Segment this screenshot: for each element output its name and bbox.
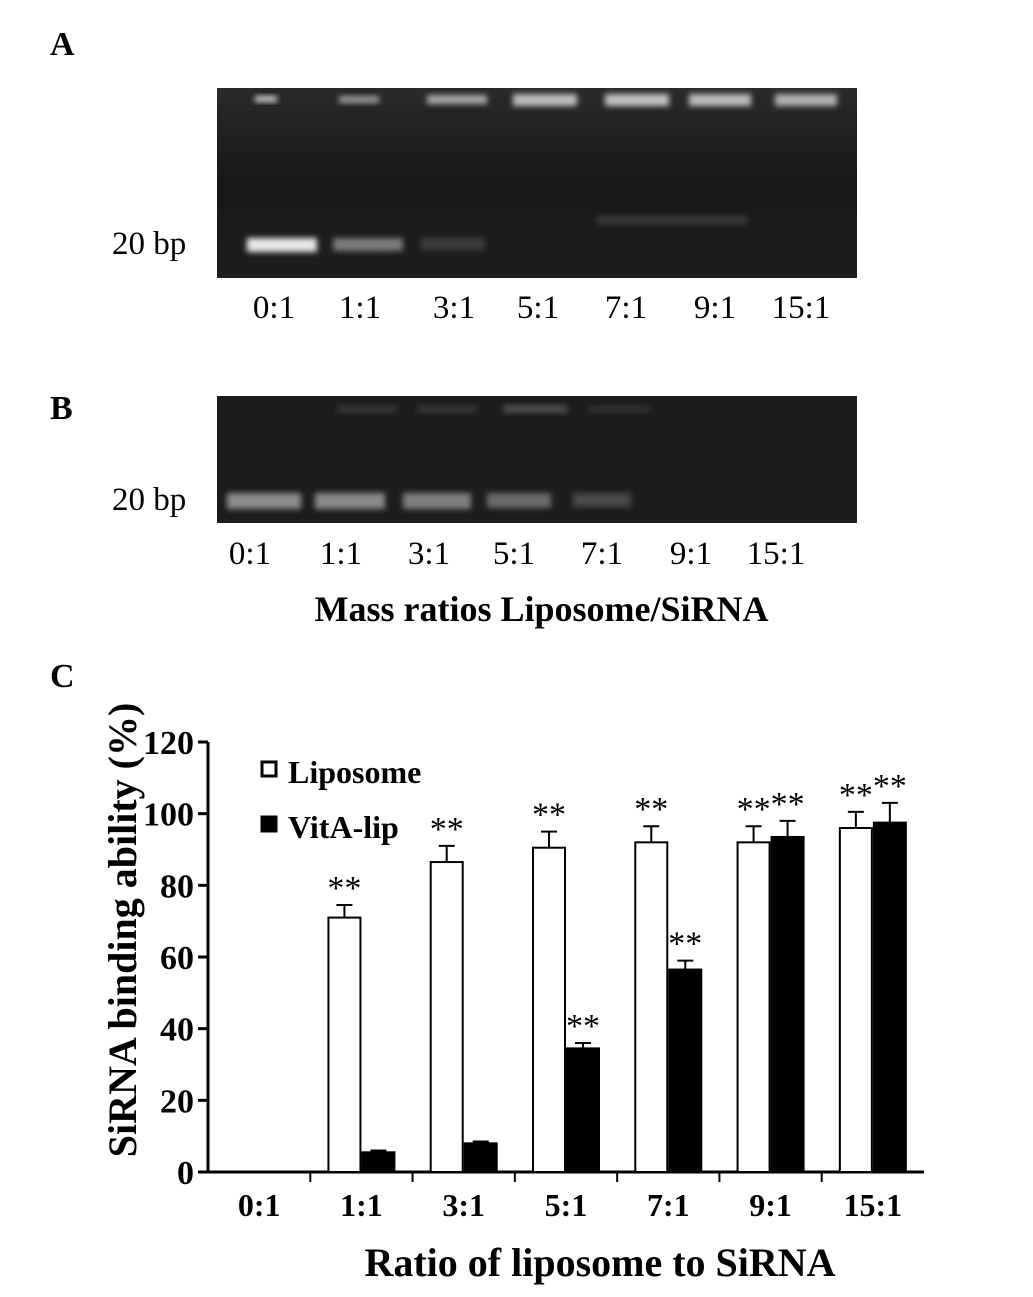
gel-a-lane-label: 0:1	[252, 290, 296, 326]
x-tick-label: 0:1	[238, 1187, 281, 1223]
x-tick-label: 9:1	[749, 1187, 792, 1223]
bar-liposome	[327, 916, 362, 1173]
significance-marker: **	[873, 768, 907, 805]
panel-c-letter: C	[50, 658, 75, 695]
gel-a-band-label: 20 bp	[112, 226, 187, 262]
x-tick-label: 1:1	[340, 1187, 383, 1223]
bar-vitalip	[770, 835, 805, 1173]
bar-vitalip	[872, 821, 907, 1173]
bar-liposome	[634, 841, 669, 1173]
y-tick-label: 60	[160, 940, 194, 977]
x-tick-label: 5:1	[545, 1187, 588, 1223]
gel-b-well	[589, 406, 649, 412]
gel-b-band	[227, 493, 301, 509]
bar-liposome	[838, 827, 873, 1173]
bar-liposome	[532, 846, 566, 1173]
legend-label: VitA-lip	[288, 809, 399, 845]
x-tick-label: 7:1	[647, 1187, 690, 1223]
gel-a-lane-label: 5:1	[516, 290, 560, 326]
significance-marker: **	[668, 926, 702, 963]
gel-b-well	[503, 405, 567, 413]
gel-a-lane-label: 15:1	[771, 290, 831, 326]
bar-liposome	[429, 861, 464, 1174]
gel-a-band	[333, 238, 403, 251]
gel-a-lane-label: 1:1	[338, 290, 382, 326]
legend-swatch	[260, 760, 278, 778]
gel-b-band	[315, 493, 385, 509]
bar-vitalip	[361, 1151, 396, 1173]
significance-marker: **	[771, 786, 805, 823]
significance-marker: **	[839, 777, 873, 814]
gel-b-bands	[217, 396, 857, 523]
gel-b-well	[417, 406, 477, 412]
gel-a-band	[247, 238, 317, 252]
significance-marker: **	[532, 797, 566, 834]
gel-a-lane-label: 9:1	[693, 290, 737, 326]
gel-b-xlabel: Mass ratios Liposome/SiRNA	[314, 589, 769, 629]
gel-b-band	[403, 493, 471, 509]
gel-a-bands	[217, 88, 857, 278]
significance-marker: **	[327, 870, 361, 907]
bar-liposome	[736, 841, 771, 1173]
gel-a-well	[255, 96, 277, 102]
gel-a-well	[427, 95, 487, 104]
gel-a-lane-label: 3:1	[432, 290, 476, 326]
gel-a-image	[217, 88, 857, 278]
significance-marker: **	[566, 1008, 600, 1045]
gel-b-lane-label: 0:1	[228, 536, 272, 572]
significance-marker: **	[430, 811, 464, 848]
gel-a-well	[775, 94, 837, 106]
y-tick-label: 0	[177, 1155, 194, 1192]
x-axis-title: Ratio of liposome to SiRNA	[364, 1240, 835, 1285]
gel-b-lane-label: 15:1	[746, 536, 806, 572]
y-tick-label: 80	[160, 868, 194, 905]
gel-b-lane-label: 7:1	[580, 536, 624, 572]
gel-b-well	[337, 406, 397, 412]
gel-b-band-label: 20 bp	[112, 482, 187, 518]
y-tick-label: 120	[143, 725, 194, 762]
gel-b-band	[573, 493, 631, 507]
y-tick-label: 100	[143, 797, 194, 834]
gel-a-smear	[597, 216, 747, 224]
legend-swatch	[260, 815, 278, 833]
panel-a-letter: A	[50, 26, 75, 63]
panel-b-letter: B	[50, 390, 73, 427]
gel-b-lane-label: 1:1	[319, 536, 363, 572]
gel-a-well	[339, 96, 379, 103]
bar-vitalip	[566, 1047, 600, 1173]
gel-a-band	[421, 238, 485, 250]
gel-a-lane-label: 7:1	[604, 290, 648, 326]
gel-a-well	[689, 94, 751, 106]
x-tick-label: 3:1	[442, 1187, 485, 1223]
legend-label: Liposome	[288, 754, 421, 790]
y-axis-title: SiRNA binding ability (%)	[100, 703, 145, 1158]
significance-marker: **	[737, 791, 771, 828]
x-tick-label: 15:1	[844, 1187, 903, 1223]
gel-b-image	[217, 396, 857, 523]
gel-b-band	[487, 493, 551, 508]
gel-b-lane-label: 5:1	[492, 536, 536, 572]
bar-vitalip	[463, 1142, 498, 1174]
y-tick-label: 40	[160, 1012, 194, 1049]
gel-a-well	[513, 94, 577, 106]
gel-b-lane-label: 3:1	[407, 536, 451, 572]
significance-marker: **	[634, 791, 668, 828]
y-tick-label: 20	[160, 1083, 194, 1120]
gel-b-lane-label: 9:1	[669, 536, 713, 572]
bar-vitalip	[668, 968, 703, 1174]
gel-a-well	[605, 94, 669, 106]
